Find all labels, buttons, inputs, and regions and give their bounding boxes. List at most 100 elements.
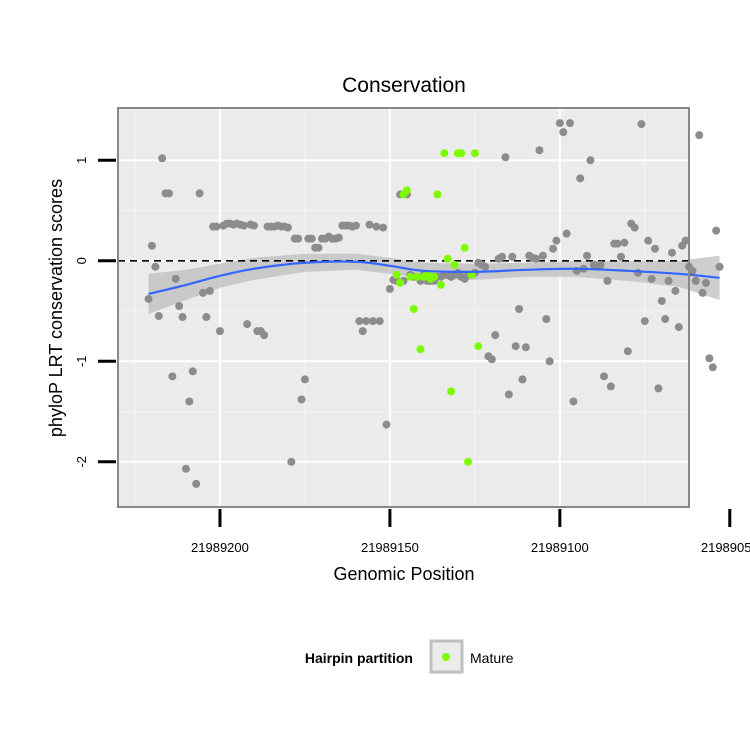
legend-key bbox=[429, 639, 464, 674]
x-axis-label: Genomic Position bbox=[333, 564, 474, 584]
data-point bbox=[688, 266, 697, 275]
data-point bbox=[620, 238, 629, 247]
data-point bbox=[671, 286, 680, 295]
data-point bbox=[701, 278, 710, 287]
data-point bbox=[154, 312, 163, 321]
y-tick-label: 1 bbox=[74, 157, 89, 164]
data-point bbox=[661, 315, 670, 324]
data-point bbox=[501, 153, 510, 162]
data-point bbox=[569, 397, 578, 406]
data-point bbox=[249, 221, 258, 230]
data-point bbox=[538, 251, 547, 260]
data-point bbox=[647, 274, 656, 283]
data-point bbox=[358, 327, 367, 336]
data-point bbox=[175, 301, 184, 310]
data-point bbox=[603, 276, 612, 285]
data-point bbox=[365, 220, 374, 229]
data-point bbox=[198, 288, 207, 297]
data-point bbox=[705, 354, 714, 363]
data-point bbox=[481, 262, 490, 271]
y-axis-ticks: 1 0 -1 -2 bbox=[74, 157, 116, 468]
data-point bbox=[168, 372, 177, 381]
data-point bbox=[637, 120, 646, 129]
data-point bbox=[334, 233, 343, 242]
data-point bbox=[355, 317, 364, 326]
data-point-mature bbox=[392, 270, 401, 279]
data-point bbox=[518, 375, 527, 384]
legend-label-mature: Mature bbox=[470, 650, 514, 666]
data-point bbox=[294, 234, 303, 243]
panel-border bbox=[117, 107, 690, 508]
data-point bbox=[617, 252, 626, 261]
data-point-mature bbox=[416, 345, 425, 354]
data-point bbox=[202, 313, 211, 322]
data-point bbox=[243, 320, 252, 329]
data-point bbox=[239, 221, 248, 230]
data-point bbox=[651, 244, 660, 253]
data-point-mature bbox=[443, 254, 452, 263]
data-point bbox=[314, 243, 323, 252]
data-point-mature bbox=[409, 305, 418, 314]
data-point-mature bbox=[464, 457, 473, 466]
data-point bbox=[576, 174, 585, 183]
data-point bbox=[151, 262, 160, 271]
data-point-mature bbox=[436, 280, 445, 289]
data-points bbox=[144, 119, 724, 488]
data-point bbox=[491, 331, 500, 340]
data-point-mature bbox=[402, 186, 411, 195]
data-point bbox=[147, 241, 156, 250]
data-point bbox=[559, 128, 568, 137]
data-point bbox=[654, 384, 663, 393]
y-tick-label: -2 bbox=[74, 456, 89, 468]
data-point bbox=[623, 347, 632, 356]
legend: Hairpin partition Mature bbox=[305, 639, 514, 674]
data-point bbox=[606, 382, 615, 391]
smooth-fit-path bbox=[148, 260, 720, 296]
data-point bbox=[185, 397, 194, 406]
data-point bbox=[562, 229, 571, 238]
data-point bbox=[144, 294, 153, 303]
data-point bbox=[379, 223, 388, 232]
smooth-fit-line bbox=[148, 260, 720, 296]
data-point bbox=[362, 317, 371, 326]
data-point bbox=[215, 327, 224, 336]
y-tick-label: 0 bbox=[74, 257, 89, 264]
data-point bbox=[300, 375, 309, 384]
y-axis-label: phyloP LRT conservation scores bbox=[46, 179, 66, 437]
data-point bbox=[668, 248, 677, 257]
legend-title: Hairpin partition bbox=[305, 650, 413, 666]
data-point bbox=[385, 284, 394, 293]
data-point bbox=[307, 234, 316, 243]
data-point bbox=[532, 254, 541, 263]
data-point-mature bbox=[460, 243, 469, 252]
data-point bbox=[212, 222, 221, 231]
data-point bbox=[487, 355, 496, 364]
data-point bbox=[644, 236, 653, 245]
data-point bbox=[260, 331, 269, 340]
data-point bbox=[205, 286, 214, 295]
data-point-mature bbox=[440, 149, 449, 158]
data-point bbox=[681, 236, 690, 245]
data-point bbox=[158, 154, 167, 163]
data-point-mature bbox=[433, 190, 442, 199]
data-point bbox=[368, 317, 377, 326]
data-point bbox=[630, 223, 639, 232]
data-point bbox=[613, 239, 622, 248]
data-point-mature bbox=[450, 260, 459, 269]
data-point-mature bbox=[430, 272, 439, 281]
data-point bbox=[498, 252, 507, 261]
data-point bbox=[192, 479, 201, 488]
data-point bbox=[195, 189, 204, 198]
data-point bbox=[664, 276, 673, 285]
plot-panel bbox=[117, 107, 690, 508]
data-point bbox=[164, 189, 173, 198]
data-point bbox=[188, 367, 197, 376]
data-point bbox=[297, 395, 306, 404]
data-point-mature bbox=[457, 149, 466, 158]
data-point bbox=[178, 313, 187, 322]
data-point bbox=[674, 323, 683, 332]
data-point-mature bbox=[474, 342, 483, 351]
legend-marker-mature bbox=[442, 653, 450, 661]
data-point bbox=[375, 317, 384, 326]
